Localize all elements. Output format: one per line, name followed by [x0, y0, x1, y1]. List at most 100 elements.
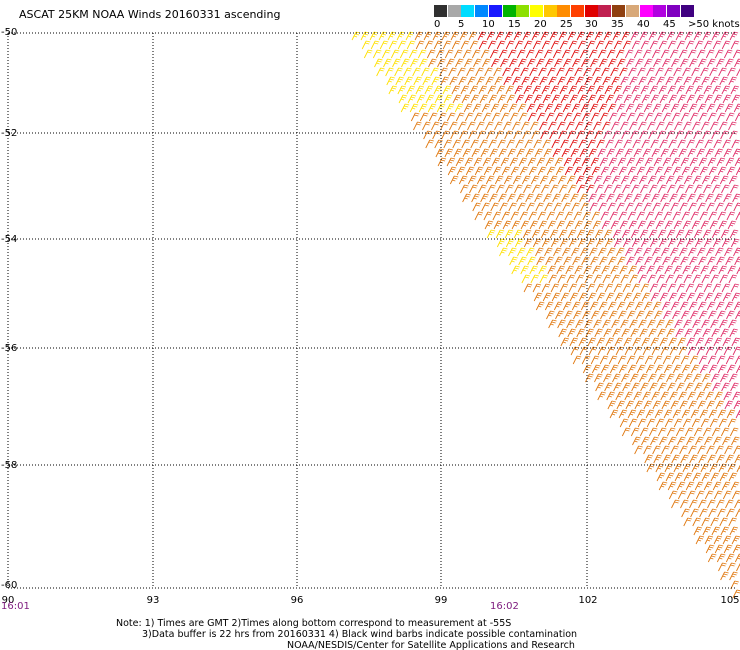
wind-barb	[731, 94, 740, 104]
wind-barb	[703, 238, 713, 248]
wind-barb	[409, 103, 419, 113]
wind-barb	[528, 166, 538, 176]
wind-barb	[716, 553, 726, 563]
wind-barb	[561, 49, 571, 59]
wind-barb	[565, 220, 575, 230]
wind-barb	[554, 157, 564, 167]
wind-barb	[363, 49, 373, 59]
wind-barb	[504, 130, 513, 140]
wind-barb	[618, 211, 628, 221]
wind-barb	[674, 175, 684, 185]
wind-barb	[450, 130, 459, 140]
wind-barb	[640, 238, 650, 248]
wind-barb	[458, 76, 467, 86]
wind-barb	[590, 256, 599, 266]
wind-barb	[446, 157, 456, 167]
wind-barb	[642, 148, 652, 158]
legend-swatch	[475, 5, 489, 17]
wind-barb	[695, 139, 704, 149]
wind-barb	[690, 364, 700, 374]
wind-barb	[664, 265, 673, 275]
wind-barb	[658, 85, 668, 95]
legend-swatch	[461, 5, 475, 17]
wind-barb	[507, 148, 517, 158]
wind-barb	[697, 301, 707, 311]
legend-label: 30	[585, 19, 598, 30]
wind-barb	[664, 418, 674, 428]
note-line-1: Note: 1) Times are GMT 2)Times along bot…	[116, 618, 512, 629]
wind-barb	[481, 103, 491, 113]
wind-barb	[714, 391, 723, 401]
wind-barb	[476, 175, 486, 185]
wind-barb	[678, 148, 688, 158]
wind-barb	[678, 49, 688, 59]
wind-barb	[710, 121, 719, 131]
wind-barb	[603, 373, 612, 383]
wind-barb	[736, 266, 740, 275]
wind-barb	[676, 85, 686, 95]
wind-barb	[634, 400, 644, 410]
wind-barb	[713, 337, 723, 347]
wind-barb	[471, 193, 480, 203]
wind-barb	[576, 130, 585, 140]
wind-barb	[464, 112, 474, 122]
wind-barb	[618, 409, 628, 419]
wind-barb	[401, 58, 410, 68]
wind-barb	[726, 166, 736, 176]
wind-barb	[724, 301, 734, 311]
wind-barb	[626, 58, 635, 68]
wind-barb	[722, 337, 732, 347]
wind-barb	[715, 445, 724, 455]
wind-barb	[621, 229, 631, 239]
wind-barb	[478, 85, 488, 95]
wind-barb	[374, 58, 383, 68]
wind-barb	[681, 409, 691, 419]
wind-barb	[698, 499, 707, 509]
wind-barb	[722, 94, 732, 104]
wind-barb	[727, 562, 736, 572]
wind-barb	[545, 58, 554, 68]
wind-barb	[466, 67, 475, 77]
wind-barb	[630, 328, 639, 338]
wind-barb	[705, 544, 715, 554]
wind-barb	[576, 328, 585, 338]
wind-barb	[647, 76, 656, 86]
wind-barb	[412, 67, 421, 77]
wind-barb	[715, 400, 725, 410]
wind-barb	[361, 40, 371, 50]
lon-label: 99	[434, 595, 448, 606]
wind-barb	[653, 454, 662, 464]
wind-barb	[613, 184, 622, 194]
wind-barb	[477, 31, 487, 41]
wind-barb	[424, 85, 434, 95]
wind-barb	[432, 130, 441, 140]
wind-barb	[607, 301, 617, 311]
wind-barb	[661, 301, 671, 311]
wind-barb	[586, 283, 596, 293]
wind-barb	[646, 265, 655, 275]
wind-barb	[728, 76, 737, 86]
wind-barb	[667, 382, 676, 392]
wind-barb	[579, 49, 589, 59]
wind-barb	[378, 31, 388, 41]
wind-barb	[597, 49, 607, 59]
wind-barb	[459, 130, 468, 140]
wind-barb	[482, 157, 492, 167]
wind-barb	[455, 112, 465, 122]
wind-barb	[712, 85, 722, 95]
wind-barb	[708, 211, 718, 221]
wind-barb	[720, 31, 730, 41]
wind-barb	[687, 391, 696, 401]
wind-barb	[563, 112, 573, 122]
wind-barb	[511, 67, 520, 77]
wind-barb	[719, 319, 728, 329]
wind-barb	[549, 31, 559, 41]
wind-barb	[639, 373, 648, 383]
wind-barb	[468, 31, 478, 41]
wind-barb	[677, 490, 687, 500]
wind-barb	[716, 355, 726, 365]
wind-barb	[482, 112, 492, 122]
wind-barb	[506, 139, 515, 149]
wind-barb	[600, 211, 610, 221]
